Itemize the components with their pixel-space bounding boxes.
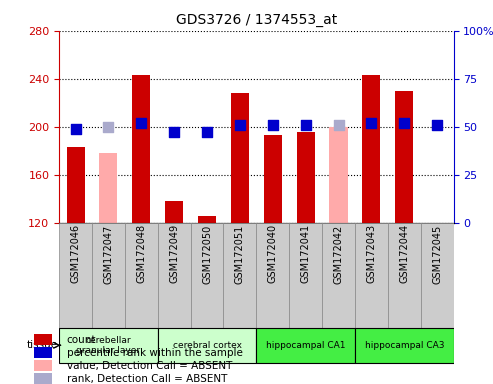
Bar [297,131,315,223]
Text: GSM172049: GSM172049 [169,224,179,283]
Point [170,129,178,136]
Text: GSM172045: GSM172045 [432,224,442,283]
Bar [125,223,158,328]
Bar [322,223,355,328]
Text: GSM172050: GSM172050 [202,224,212,283]
Text: GSM172048: GSM172048 [137,224,146,283]
Bar [395,91,413,223]
Bar [191,223,223,328]
Text: GSM172044: GSM172044 [399,224,409,283]
Point [433,122,441,128]
Point [138,120,145,126]
Text: tissue: tissue [27,340,58,350]
Bar [362,75,381,223]
Bar [355,328,454,363]
Text: GSM172043: GSM172043 [366,224,376,283]
Bar [34,373,52,384]
Point [335,122,343,128]
Bar [355,223,388,328]
Text: percentile rank within the sample: percentile rank within the sample [67,348,243,358]
Bar [59,328,158,363]
Text: GSM172041: GSM172041 [301,224,311,283]
Bar [388,223,421,328]
Bar [264,135,282,223]
Bar [289,223,322,328]
Text: value, Detection Call = ABSENT: value, Detection Call = ABSENT [67,361,232,371]
Point [236,122,244,128]
Bar [158,328,256,363]
Text: GSM172040: GSM172040 [268,224,278,283]
Point [203,129,211,136]
Bar [165,201,183,223]
Bar [34,347,52,358]
Text: hippocampal CA3: hippocampal CA3 [364,341,444,350]
Bar [421,223,454,328]
Point [302,122,310,128]
Bar [158,223,191,328]
Bar [132,75,150,223]
Text: count: count [67,334,96,344]
Text: GSM172047: GSM172047 [104,224,113,283]
Text: cerebral cortex: cerebral cortex [173,341,242,350]
Bar [198,215,216,223]
Text: GSM172046: GSM172046 [70,224,80,283]
Title: GDS3726 / 1374553_at: GDS3726 / 1374553_at [176,13,337,27]
Bar [92,223,125,328]
Bar [256,328,355,363]
Bar [67,147,85,223]
Point [400,120,408,126]
Point [367,120,375,126]
Text: GSM172042: GSM172042 [334,224,344,283]
Text: hippocampal CA1: hippocampal CA1 [266,341,346,350]
Point [71,126,79,132]
Bar [256,223,289,328]
Text: cerebellar
granular layer: cerebellar granular layer [76,336,141,355]
Bar [34,334,52,345]
Point [105,124,112,130]
Bar [34,360,52,371]
Text: rank, Detection Call = ABSENT: rank, Detection Call = ABSENT [67,374,227,384]
Bar [59,223,92,328]
Bar [329,127,348,223]
Text: GSM172051: GSM172051 [235,224,245,283]
Bar [223,223,256,328]
Bar [231,93,249,223]
Bar [100,153,117,223]
Point [269,122,277,128]
